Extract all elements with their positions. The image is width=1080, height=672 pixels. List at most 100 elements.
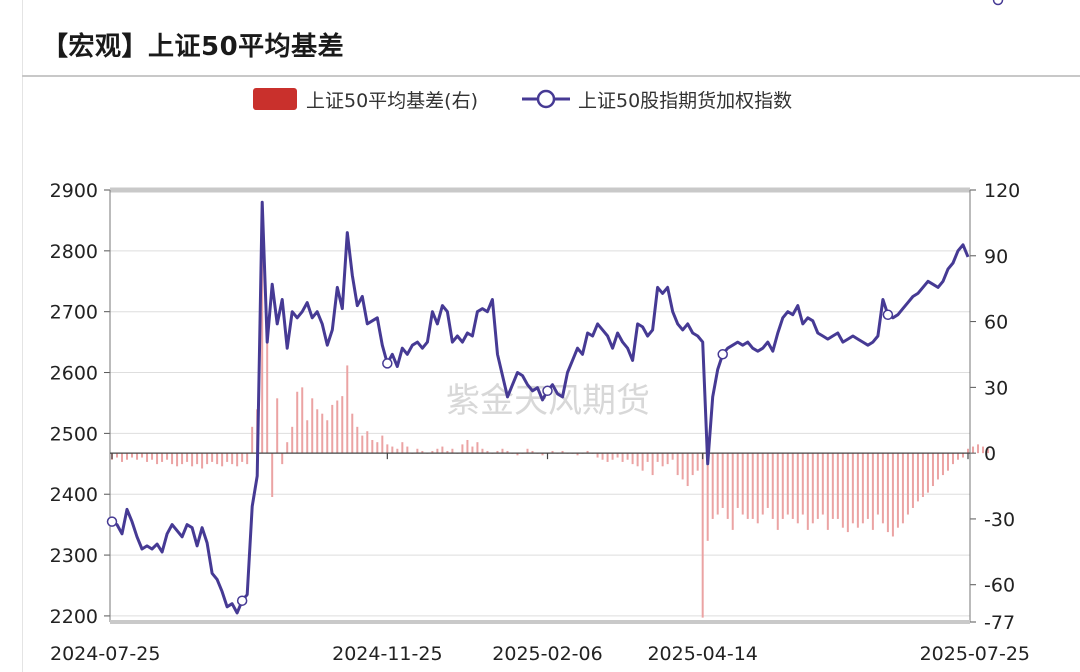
basis-bar <box>771 453 774 519</box>
basis-bar <box>466 439 469 454</box>
basis-bar <box>811 453 814 524</box>
basis-bar <box>416 448 419 454</box>
basis-bar <box>506 450 509 454</box>
frame-left-border <box>22 0 23 672</box>
basis-bar <box>977 444 980 454</box>
basis-bar <box>631 453 634 465</box>
basis-bar <box>796 453 799 524</box>
basis-bar <box>191 453 194 467</box>
basis-bar <box>901 453 904 524</box>
basis-bar <box>931 453 934 487</box>
left-axis-tick-label: 2800 <box>50 241 98 263</box>
basis-bar <box>871 453 874 530</box>
basis-bar <box>481 448 484 454</box>
basis-bar <box>216 453 219 465</box>
basis-bar <box>301 387 304 454</box>
basis-bar <box>816 453 819 519</box>
right-axis-tick-label: 90 <box>984 246 1008 268</box>
basis-bar <box>316 409 319 454</box>
basis-bar <box>151 453 154 460</box>
basis-bar <box>126 453 129 460</box>
basis-bar <box>476 442 479 454</box>
basis-bar <box>851 453 854 524</box>
basis-bar <box>961 453 964 458</box>
basis-bar <box>616 453 619 458</box>
basis-bar <box>982 446 985 454</box>
basis-bar <box>891 453 894 537</box>
basis-bar <box>156 453 159 465</box>
basis-bar <box>731 453 734 530</box>
basis-bar <box>136 453 139 460</box>
basis-bar <box>441 446 444 454</box>
basis-bar <box>967 448 969 454</box>
basis-bar <box>311 398 314 454</box>
basis-bar <box>181 453 184 465</box>
basis-bar <box>346 365 349 454</box>
basis-bar <box>516 453 519 456</box>
basis-bar <box>596 453 599 458</box>
basis-bar <box>791 453 794 519</box>
basis-bar <box>236 453 239 467</box>
basis-bar <box>766 453 769 508</box>
index-marker <box>882 309 894 320</box>
basis-bar <box>356 426 359 454</box>
basis-bar <box>276 398 279 454</box>
basis-bar <box>251 426 254 454</box>
basis-bar <box>376 442 379 454</box>
left-axis-tick-label: 2600 <box>50 363 98 385</box>
basis-bar <box>166 453 169 460</box>
basis-bar <box>786 453 789 515</box>
left-axis-tick-label: 2400 <box>50 484 98 506</box>
basis-bar <box>406 446 409 454</box>
basis-bar <box>856 453 859 528</box>
basis-bar <box>696 453 699 471</box>
basis-bar <box>941 453 944 476</box>
legend-item-basis[interactable]: 上证50平均基差(右) <box>253 84 478 114</box>
x-axis-tick-label: 2024-07-25 <box>50 643 160 665</box>
basis-bar <box>541 453 544 456</box>
basis-bar <box>361 435 364 454</box>
legend-bar-swatch <box>253 88 297 110</box>
legend-label-basis: 上证50平均基差(右) <box>306 89 479 112</box>
left-axis-tick-label: 2300 <box>50 545 98 567</box>
basis-bar <box>646 453 649 462</box>
basis-bar <box>926 453 929 493</box>
basis-bar <box>226 453 229 462</box>
basis-bar <box>551 450 554 454</box>
basis-bar <box>386 444 389 454</box>
left-axis-tick-label: 2200 <box>50 606 98 628</box>
right-axis-tick-label: 120 <box>984 180 1020 202</box>
basis-bar <box>626 453 629 460</box>
basis-bar <box>721 453 724 508</box>
basis-bar <box>656 453 659 462</box>
left-axis-tick-label: 2700 <box>50 302 98 324</box>
basis-bar <box>746 453 749 519</box>
basis-bar <box>756 453 759 524</box>
basis-bar <box>561 450 564 454</box>
basis-bar <box>201 453 204 469</box>
basis-bar <box>876 453 879 515</box>
basis-bar <box>331 404 334 454</box>
basis-bar <box>461 444 464 454</box>
legend-line-swatch <box>522 89 570 109</box>
basis-bar <box>586 450 589 454</box>
basis-bar <box>706 453 709 541</box>
basis-bar <box>831 453 834 519</box>
basis-bar <box>371 439 374 454</box>
basis-bar <box>701 453 704 618</box>
basis-bar <box>211 453 214 462</box>
basis-bar <box>486 450 489 454</box>
basis-bar <box>296 391 299 454</box>
basis-bar <box>821 453 824 515</box>
index-line <box>111 200 970 615</box>
index-marker <box>236 595 248 606</box>
basis-bar <box>906 453 909 515</box>
right-axis-tick-label: -77 <box>984 612 1015 634</box>
basis-bar <box>881 453 884 524</box>
legend-item-index[interactable]: 上证50股指期货加权指数 <box>522 84 792 114</box>
basis-bar <box>266 332 269 454</box>
basis-bar <box>686 453 689 487</box>
basis-bar <box>781 453 784 519</box>
basis-bar <box>246 453 249 465</box>
